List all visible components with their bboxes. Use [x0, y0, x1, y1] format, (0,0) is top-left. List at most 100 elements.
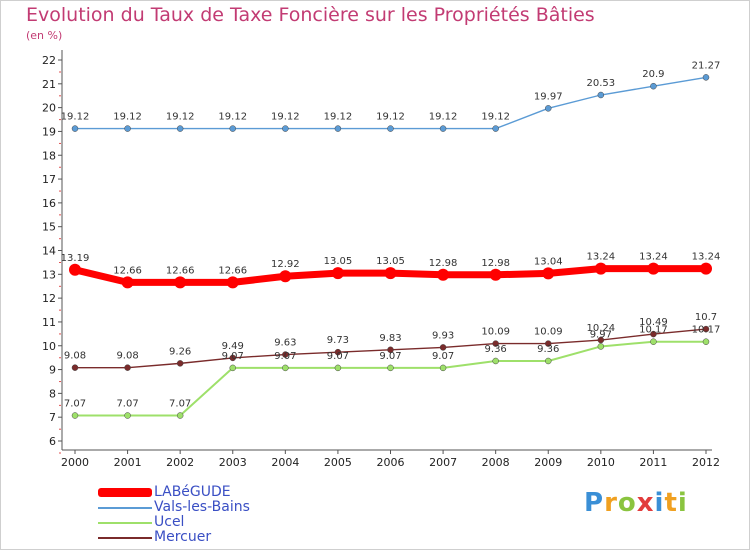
- data-label-lab-gude: 12.92: [271, 259, 300, 270]
- x-tick-label: 2012: [692, 456, 720, 469]
- data-point-vals-les-bains: [492, 125, 499, 132]
- data-label-vals-les-bains: 19.12: [376, 112, 405, 123]
- logo-letter: o: [617, 488, 637, 518]
- data-point-ucel: [387, 364, 394, 372]
- data-point-ucel: [439, 364, 447, 372]
- legend-label-labegude: LABéGUDE: [154, 484, 231, 500]
- logo-letter: P: [584, 488, 605, 518]
- legend-label-vals-les-bains: Vals-les-Bains: [154, 499, 250, 515]
- data-label-ucel: 9.07: [327, 351, 349, 362]
- data-label-mercuer: 9.08: [116, 351, 138, 362]
- data-point-lab-gude: [700, 262, 712, 275]
- data-label-vals-les-bains: 19.12: [429, 112, 458, 123]
- data-label-vals-les-bains: 20.9: [642, 69, 664, 80]
- data-label-vals-les-bains: 21.27: [692, 60, 721, 71]
- data-label-ucel: 9.07: [432, 351, 454, 362]
- y-tick-label: 7: [49, 411, 56, 424]
- y-tick-label: 21: [42, 78, 56, 91]
- data-label-ucel: 10.17: [639, 325, 668, 336]
- data-label-ucel: 9.07: [222, 351, 244, 362]
- data-label-ucel: 10.17: [692, 325, 721, 336]
- data-point-lab-gude: [647, 262, 660, 275]
- data-point-lab-gude: [121, 276, 134, 289]
- data-label-vals-les-bains: 19.12: [218, 112, 247, 123]
- data-point-ucel: [545, 357, 552, 365]
- data-point-ucel: [702, 338, 710, 345]
- data-point-lab-gude: [489, 268, 502, 281]
- data-label-mercuer: 9.08: [64, 351, 86, 362]
- data-label-ucel: 9.36: [485, 344, 507, 355]
- data-label-lab-gude: 12.98: [429, 258, 458, 269]
- data-point-vals-les-bains: [176, 125, 184, 132]
- legend-label-ucel: Ucel: [154, 514, 185, 530]
- data-point-lab-gude: [279, 270, 292, 283]
- data-label-vals-les-bains: 19.97: [534, 91, 563, 102]
- y-tick-label: 17: [42, 173, 56, 186]
- data-label-mercuer: 10.7: [695, 312, 717, 323]
- data-label-mercuer: 9.49: [222, 341, 244, 352]
- data-label-vals-les-bains: 19.12: [481, 112, 510, 123]
- y-tick-label: 20: [42, 102, 56, 115]
- data-point-ucel: [71, 412, 79, 419]
- data-label-vals-les-bains: 20.53: [587, 78, 616, 89]
- data-point-lab-gude: [69, 263, 81, 276]
- data-point-vals-les-bains: [650, 82, 657, 90]
- data-point-mercuer: [597, 336, 605, 344]
- data-label-mercuer: 10.49: [639, 317, 668, 328]
- data-point-vals-les-bains: [71, 125, 79, 132]
- data-label-ucel: 7.07: [64, 399, 86, 410]
- data-label-lab-gude: 12.98: [481, 258, 510, 269]
- data-point-vals-les-bains: [334, 125, 342, 132]
- line-chart: 6 7 8 9 10 11 12 13 14 15 16 17 18 19 20 21 22 2000 2001 20…: [42, 50, 721, 469]
- data-point-mercuer: [439, 344, 447, 351]
- data-point-lab-gude: [226, 276, 239, 289]
- data-point-vals-les-bains: [597, 91, 605, 99]
- x-tick-label: 2010: [587, 456, 615, 469]
- data-label-vals-les-bains: 19.12: [271, 112, 300, 123]
- data-label-lab-gude: 13.24: [639, 252, 668, 263]
- data-label-ucel: 7.07: [116, 399, 138, 410]
- data-label-ucel: 7.07: [169, 399, 191, 410]
- data-point-ucel: [492, 357, 499, 365]
- legend-swatch-mercuer: [98, 537, 152, 539]
- logo-letter: i: [677, 488, 688, 518]
- data-point-mercuer: [176, 360, 184, 367]
- data-point-mercuer: [387, 346, 394, 354]
- data-label-lab-gude: 12.66: [166, 265, 195, 276]
- data-point-lab-gude: [542, 267, 555, 280]
- data-point-ucel: [334, 364, 342, 372]
- proxiti-logo: Proxiti: [584, 488, 688, 518]
- data-label-ucel: 9.07: [274, 351, 296, 362]
- data-point-ucel: [282, 364, 289, 372]
- y-tick-label: 11: [42, 316, 56, 329]
- data-point-mercuer: [650, 330, 657, 338]
- data-point-vals-les-bains: [702, 74, 710, 81]
- data-point-ucel: [650, 338, 657, 345]
- x-tick-label: 2011: [639, 456, 667, 469]
- data-label-vals-les-bains: 19.12: [166, 112, 195, 123]
- data-label-lab-gude: 12.66: [218, 265, 247, 276]
- x-tick-label: 2009: [534, 456, 562, 469]
- data-label-lab-gude: 12.66: [113, 265, 142, 276]
- data-label-ucel: 9.36: [537, 344, 559, 355]
- y-tick-label: 12: [42, 292, 56, 305]
- data-point-ucel: [176, 412, 184, 419]
- data-label-lab-gude: 13.04: [534, 256, 563, 267]
- data-label-lab-gude: 13.05: [376, 256, 405, 267]
- logo-letter: i: [654, 488, 665, 518]
- data-label-mercuer: 9.93: [432, 330, 454, 341]
- data-point-mercuer: [71, 364, 79, 371]
- data-label-lab-gude: 13.05: [324, 256, 353, 267]
- data-point-lab-gude: [437, 268, 450, 281]
- y-tick-label: 9: [49, 364, 56, 377]
- data-label-mercuer: 9.26: [169, 346, 191, 357]
- data-point-mercuer: [545, 340, 552, 347]
- data-point-mercuer: [282, 351, 289, 358]
- data-point-lab-gude: [384, 267, 397, 280]
- x-tick-label: 2007: [429, 456, 457, 469]
- data-label-lab-gude: 13.24: [587, 252, 616, 263]
- logo-letter: x: [636, 488, 655, 518]
- data-point-vals-les-bains: [387, 125, 394, 132]
- data-point-vals-les-bains: [229, 125, 236, 132]
- logo-letter: r: [604, 488, 618, 518]
